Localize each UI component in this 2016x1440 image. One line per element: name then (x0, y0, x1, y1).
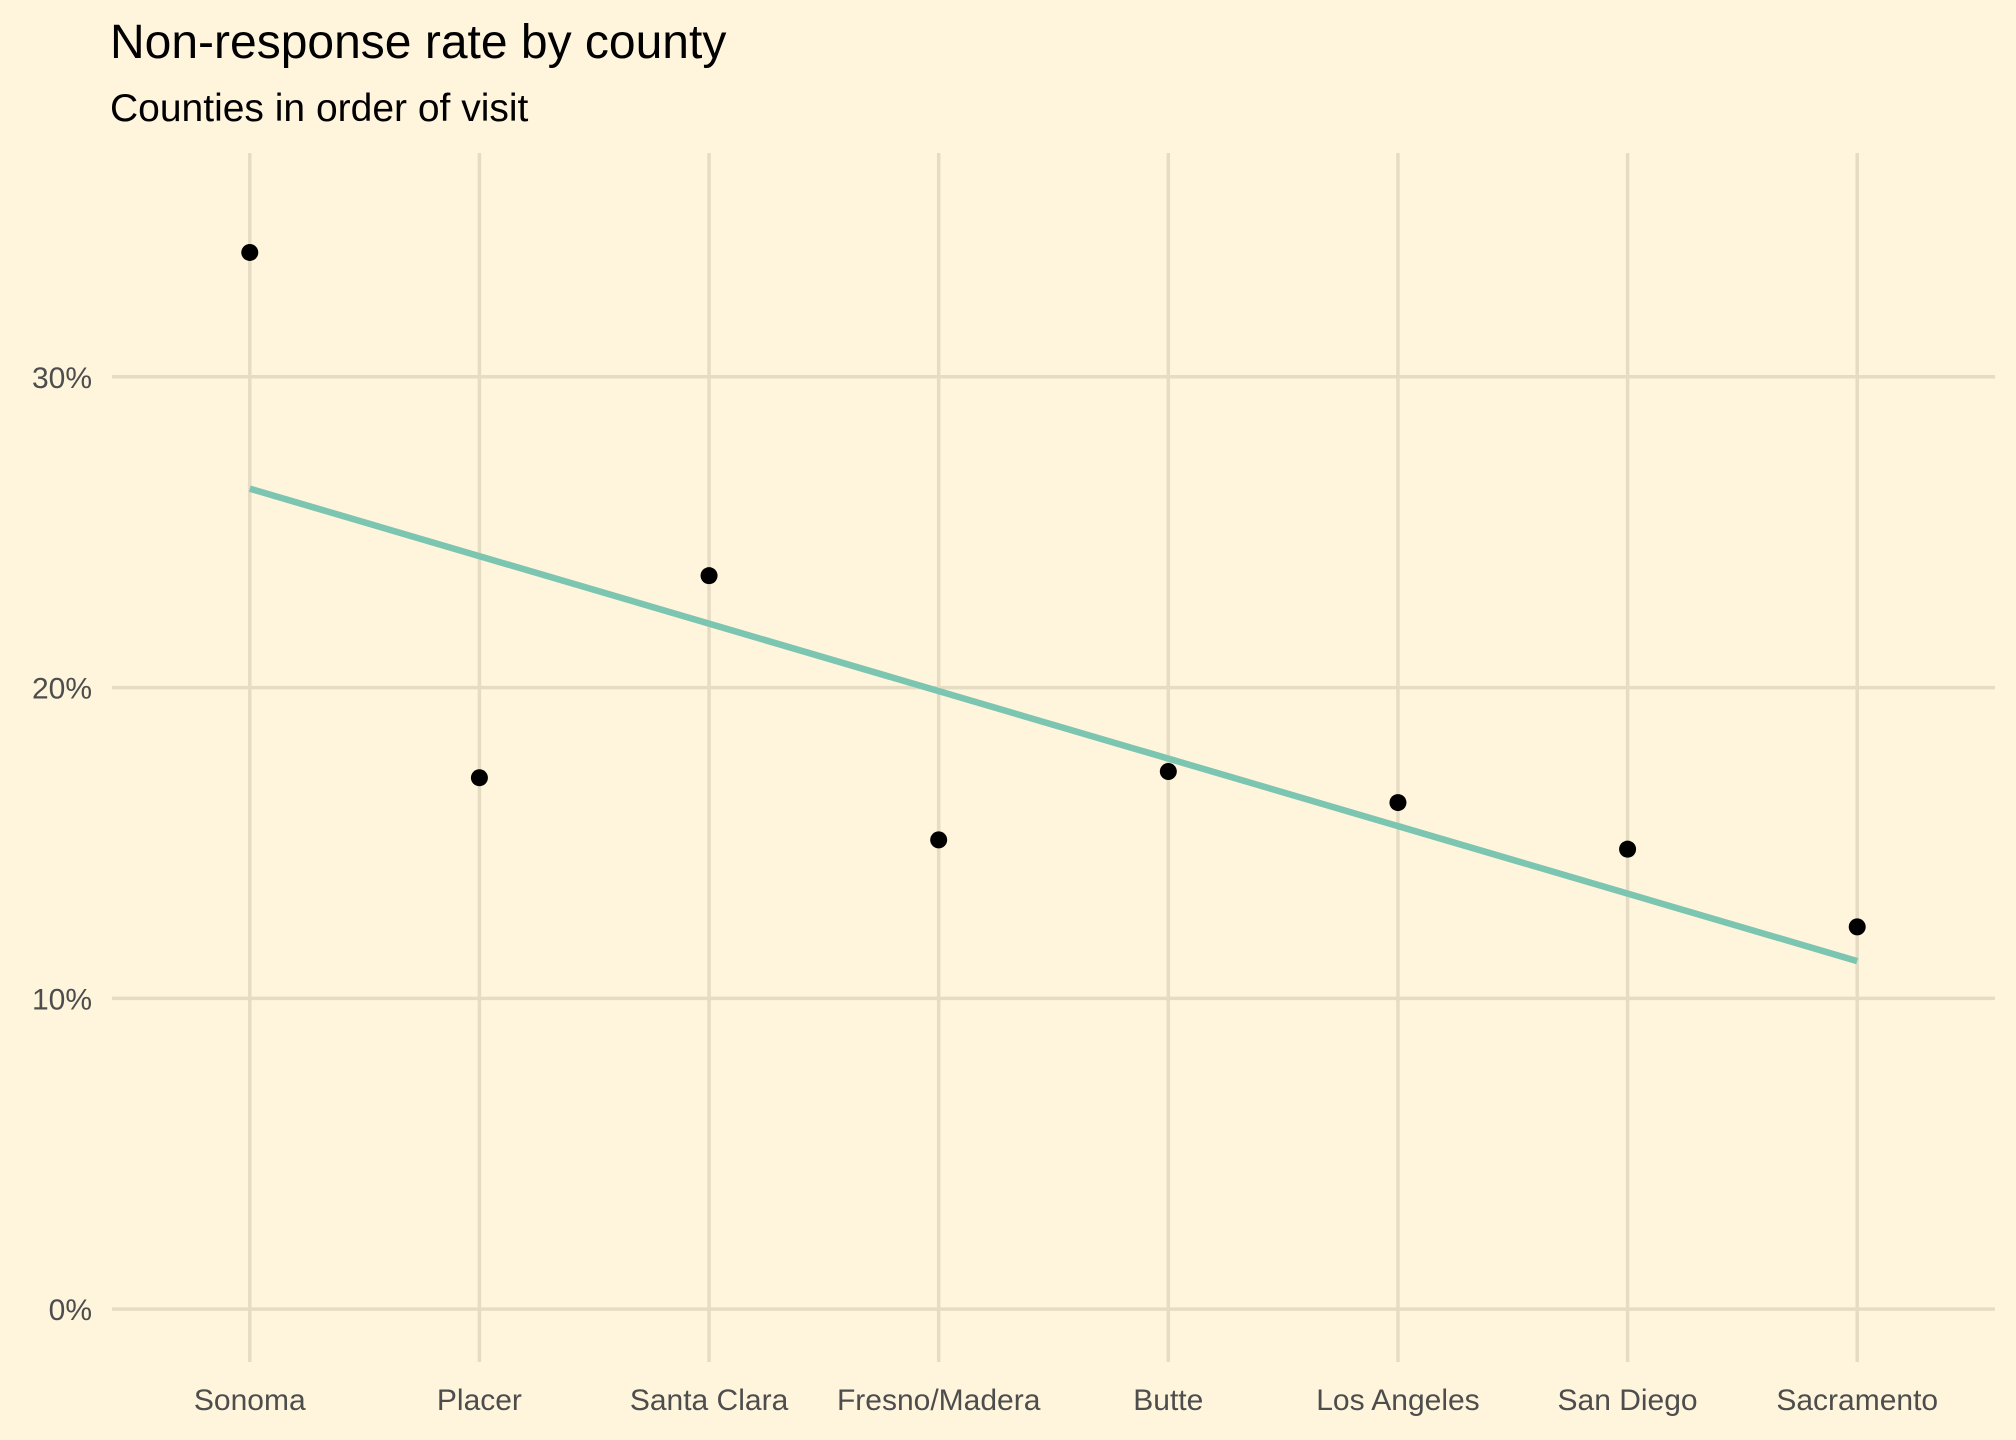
y-axis-ticks: 0% 10% 20% 30% (32, 362, 92, 1327)
y-tick-label: 0% (49, 1294, 92, 1327)
data-point (1159, 762, 1177, 780)
y-tick-label: 30% (32, 362, 92, 395)
x-tick-label: Los Angeles (1316, 1384, 1479, 1417)
points-layer (241, 243, 1866, 936)
x-tick-label: Placer (437, 1384, 522, 1417)
x-tick-label: Butte (1133, 1384, 1203, 1417)
data-point (470, 769, 488, 787)
y-tick-label: 10% (32, 983, 92, 1016)
x-axis-ticks: Sonoma Placer Santa Clara Fresno/Madera Butt… (194, 1384, 1938, 1417)
data-point (700, 567, 718, 585)
x-tick-label: San Diego (1558, 1384, 1698, 1417)
chart-subtitle: Counties in order of visit (110, 87, 529, 130)
x-tick-label: Sonoma (194, 1384, 306, 1417)
x-tick-label: Sacramento (1776, 1384, 1938, 1417)
grid-layer (112, 153, 1995, 1362)
chart-title: Non-response rate by county (110, 16, 726, 69)
data-point (1619, 840, 1637, 858)
x-tick-label: Santa Clara (630, 1384, 789, 1417)
data-point (1848, 918, 1866, 936)
data-point (241, 243, 259, 261)
y-tick-label: 20% (32, 673, 92, 706)
trend-layer (248, 485, 1859, 965)
data-point (1389, 794, 1407, 812)
trend-line (248, 485, 1859, 965)
x-tick-label: Fresno/Madera (837, 1384, 1041, 1417)
data-point (930, 831, 948, 849)
